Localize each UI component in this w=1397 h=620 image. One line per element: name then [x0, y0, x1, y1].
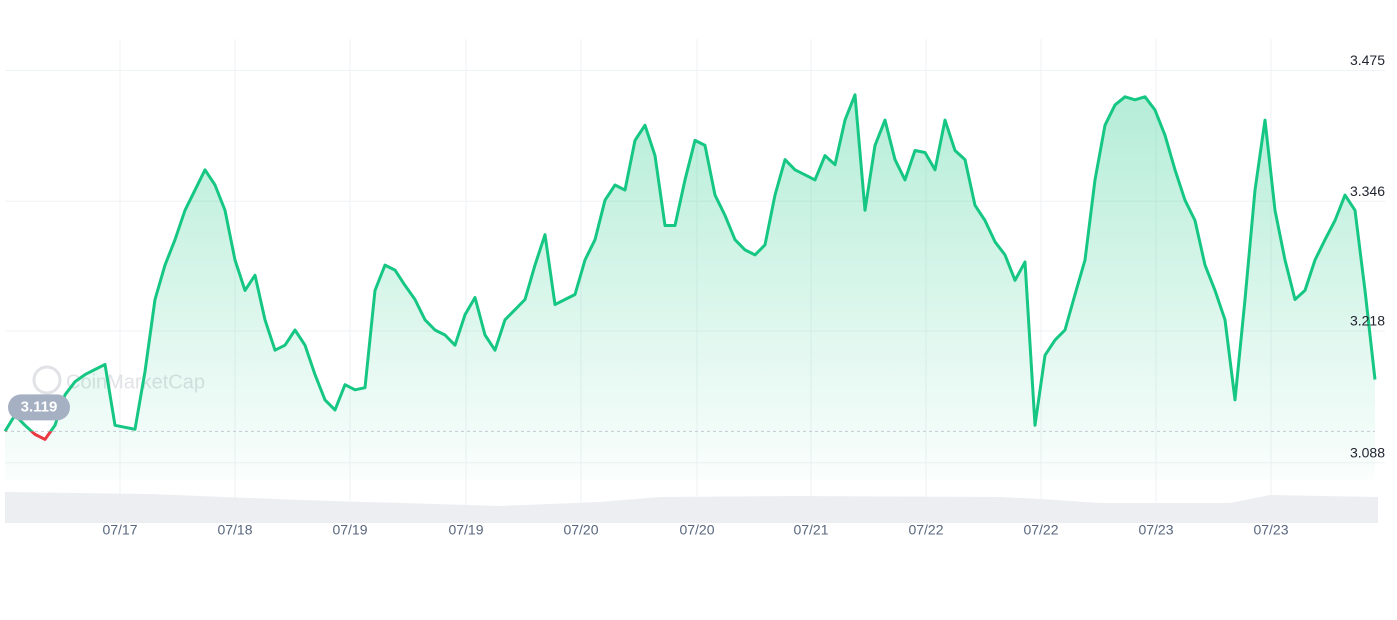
baseline-badge: 3.119 — [8, 394, 70, 421]
x-tick-label: 07/23 — [1138, 522, 1173, 538]
y-tick-label: 3.088 — [1350, 444, 1385, 460]
x-tick-label: 07/22 — [908, 522, 943, 538]
y-tick-label: 3.346 — [1350, 183, 1385, 199]
badge-bg — [8, 394, 70, 421]
x-tick-label: 07/18 — [217, 522, 252, 538]
baseline-label: 3.119 — [21, 398, 58, 415]
x-tick-label: 07/19 — [448, 522, 483, 538]
volume-band — [5, 492, 1378, 523]
plot — [3, 93, 1377, 481]
x-tick-label: 07/22 — [1023, 522, 1058, 538]
x-tick-label: 07/23 — [1253, 522, 1288, 538]
x-tick-label: 07/20 — [563, 522, 598, 538]
y-tick-label: 3.475 — [1350, 52, 1385, 68]
x-tick-label: 07/19 — [332, 522, 367, 538]
price-line — [3, 93, 1377, 432]
x-tick-label: 07/21 — [793, 522, 828, 538]
x-tick-label: 07/20 — [679, 522, 714, 538]
area — [5, 94, 1375, 481]
x-tick-label: 07/17 — [102, 522, 137, 538]
watermark-logo — [32, 365, 62, 395]
y-tick-label: 3.218 — [1350, 313, 1385, 329]
